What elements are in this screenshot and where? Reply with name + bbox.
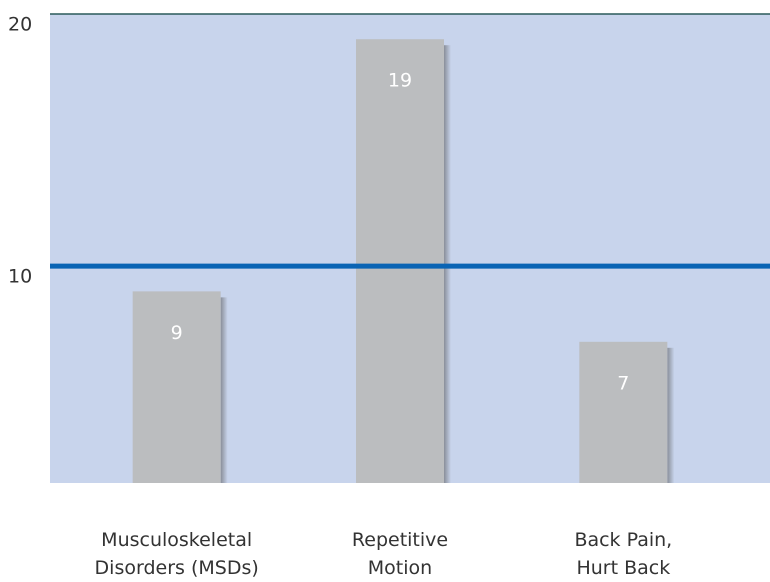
bar-shadow [220, 297, 228, 483]
data-label: 9 [171, 322, 183, 344]
x-tick-label: Musculoskeletal Disorders (MSDs) [95, 529, 259, 579]
x-tick-label: Back Pain, Hurt Back [574, 529, 672, 579]
x-tick-label: Repetitive Motion [352, 529, 448, 579]
bar [579, 341, 668, 483]
y-tick-label: 20 [8, 14, 32, 36]
data-label: 7 [617, 372, 629, 394]
bar-shadow [667, 347, 675, 483]
y-tick-label: 10 [8, 266, 32, 288]
bar [356, 39, 444, 483]
bar [132, 291, 221, 483]
data-label: 19 [388, 70, 412, 92]
